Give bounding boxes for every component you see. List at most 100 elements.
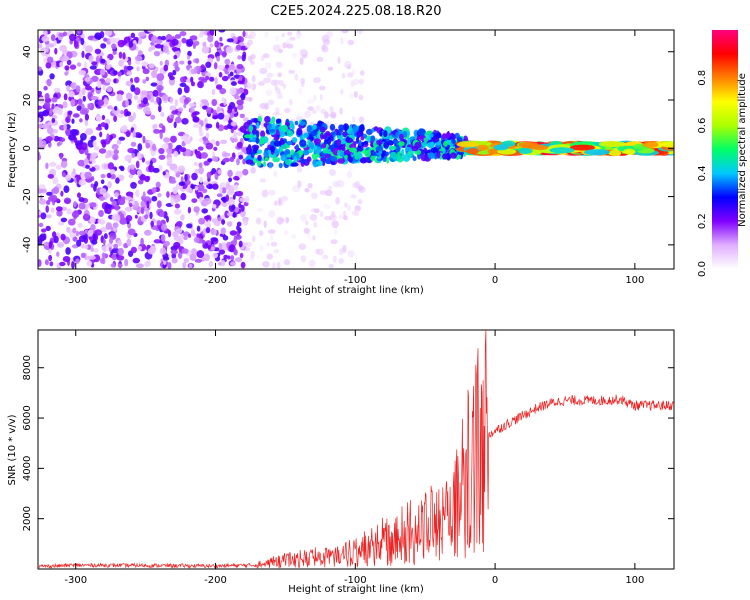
heatmap-cell — [421, 142, 428, 147]
heatmap-cell — [129, 202, 133, 208]
heatmap-cell — [209, 76, 215, 82]
heatmap-cell — [549, 147, 575, 154]
heatmap-cell — [218, 71, 223, 78]
heatmap-cell — [175, 116, 182, 124]
heatmap-cell — [262, 53, 270, 59]
heatmap-cell — [212, 115, 219, 120]
heatmap-cell — [192, 43, 196, 49]
heatmap-cell — [125, 65, 134, 71]
heatmap-cell — [114, 192, 119, 198]
heatmap-cell — [321, 45, 329, 53]
heatmap-cell — [133, 95, 138, 100]
heatmap-cell — [103, 233, 108, 240]
heatmap-cell — [316, 160, 323, 167]
heatmap-cell — [39, 47, 47, 55]
heatmap-cell — [338, 258, 345, 264]
heatmap-cell — [210, 246, 216, 251]
heatmap-cell — [642, 141, 659, 148]
heatmap-cell — [272, 44, 281, 52]
heatmap-cell — [246, 82, 252, 89]
heatmap-cell — [225, 194, 230, 202]
heatmap-cell — [158, 154, 166, 160]
heatmap-cell — [163, 240, 171, 247]
heatmap-cell — [113, 243, 118, 249]
heatmap-cell — [234, 257, 243, 263]
heatmap-cell — [220, 139, 228, 145]
heatmap-cell — [76, 105, 82, 111]
heatmap-cell — [125, 80, 132, 87]
heatmap-cell — [78, 230, 86, 236]
heatmap-cell — [332, 181, 340, 188]
heatmap-cell — [352, 116, 356, 124]
heatmap-cell — [346, 171, 353, 179]
y-tick-label: -20 — [22, 188, 33, 204]
heatmap-cell — [340, 151, 345, 158]
heatmap-cell — [163, 64, 169, 72]
heatmap-cell — [225, 46, 234, 54]
heatmap-cell — [312, 145, 318, 151]
heatmap-cell — [128, 41, 134, 48]
heatmap-cell — [262, 261, 270, 268]
heatmap-cell — [140, 237, 144, 246]
heatmap-cell — [241, 54, 246, 62]
heatmap-cell — [256, 130, 260, 139]
heatmap-cell — [60, 160, 68, 168]
heatmap-cell — [317, 248, 324, 256]
heatmap-cell — [72, 236, 78, 242]
heatmap-cell — [176, 228, 183, 234]
heatmap-cell — [38, 66, 42, 72]
x-tick-label: -100 — [344, 575, 367, 586]
heatmap-cell — [569, 144, 596, 151]
heatmap-cell — [338, 214, 344, 220]
heatmap-cell — [299, 48, 307, 55]
heatmap-cell — [159, 211, 165, 218]
heatmap-cell — [294, 73, 299, 81]
heatmap-cell — [142, 79, 147, 84]
heatmap-cell — [251, 235, 256, 243]
heatmap-cell — [128, 115, 135, 122]
heatmap-cell — [188, 263, 193, 269]
heatmap-cell — [84, 171, 92, 179]
heatmap-cell — [199, 131, 204, 137]
heatmap-cell — [206, 171, 212, 179]
heatmap-cell — [158, 80, 164, 86]
heatmap-cell — [150, 220, 154, 227]
heatmap-cell — [193, 123, 201, 128]
heatmap-cell — [107, 243, 113, 248]
heatmap-cell — [61, 172, 66, 178]
heatmap-cell — [213, 146, 218, 151]
heatmap-cell — [359, 70, 365, 76]
heatmap-cell — [196, 184, 205, 192]
heatmap-cell — [337, 149, 341, 157]
heatmap-cell — [324, 189, 333, 197]
heatmap-cell — [211, 99, 217, 107]
heatmap-cell — [100, 122, 106, 128]
heatmap-cell — [211, 204, 217, 209]
heatmap-cell — [173, 121, 177, 129]
heatmap-cell — [261, 189, 269, 198]
heatmap-cell — [315, 104, 321, 112]
heatmap-cell — [332, 255, 337, 263]
heatmap-cell — [118, 59, 124, 67]
heatmap-cell — [197, 146, 204, 151]
heatmap-cell — [227, 169, 233, 177]
heatmap-cell — [154, 44, 163, 49]
heatmap-cell — [59, 61, 64, 68]
heatmap-cell — [217, 217, 222, 222]
heatmap-cell — [159, 60, 163, 66]
heatmap-cell — [144, 206, 148, 213]
heatmap-cell — [357, 131, 361, 137]
heatmap-cell — [65, 128, 72, 137]
heatmap-cell — [120, 126, 128, 133]
heatmap-cell — [79, 118, 83, 123]
heatmap-cell — [395, 132, 400, 137]
heatmap-cell — [210, 228, 217, 235]
heatmap-cell — [202, 105, 208, 110]
heatmap-cell — [221, 202, 228, 208]
heatmap-cell — [135, 263, 144, 269]
heatmap-cell — [221, 75, 229, 82]
heatmap-cell — [104, 30, 113, 37]
snr-x-label: Height of straight line (km) — [288, 584, 424, 595]
heatmap-cell — [286, 130, 294, 137]
heatmap-cell — [180, 192, 187, 201]
